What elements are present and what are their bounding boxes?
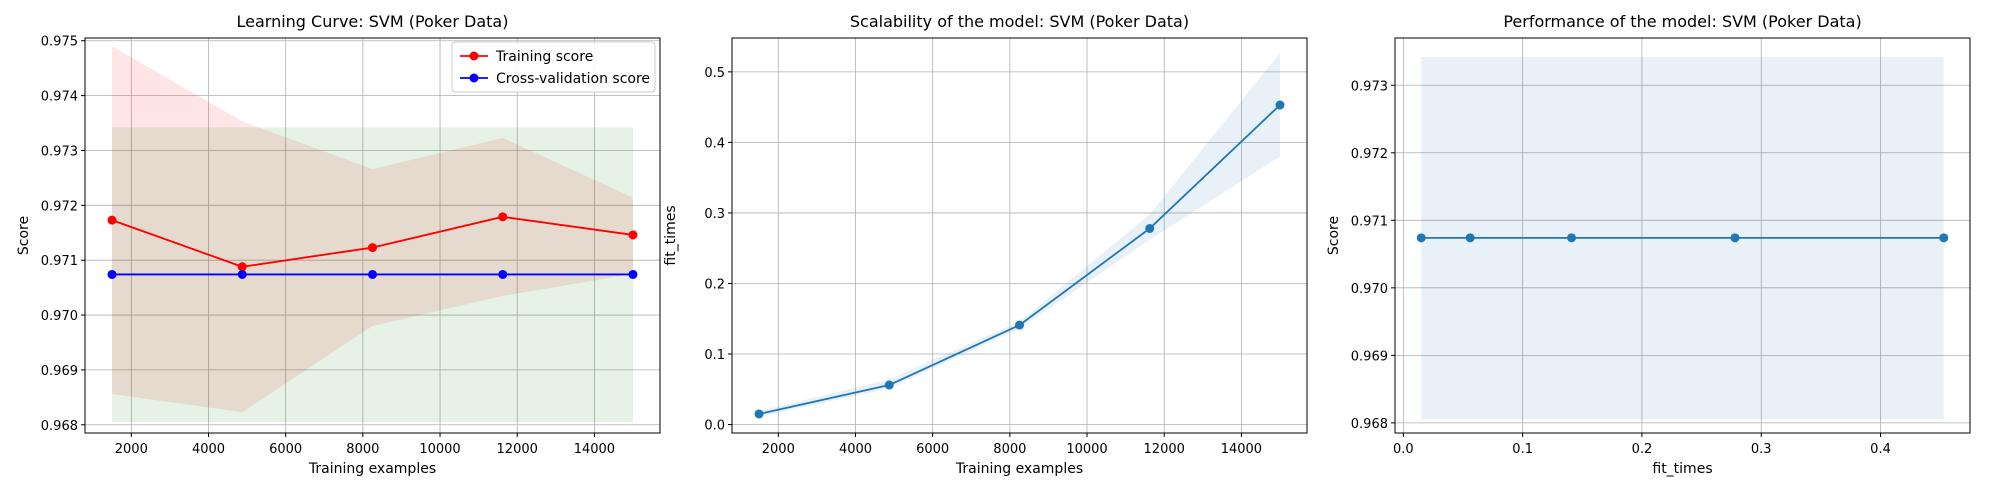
y-tick-label: 0.4 — [704, 136, 725, 151]
x-tick-label: 14000 — [1221, 442, 1262, 457]
legend-marker-0 — [469, 51, 479, 61]
x-tick-label: 2000 — [115, 442, 148, 457]
y-tick-label: 0.974 — [41, 90, 78, 105]
data-point — [1567, 233, 1577, 243]
data-point — [498, 212, 508, 222]
legend-box — [451, 41, 656, 93]
data-point — [237, 262, 247, 272]
data-point — [1275, 100, 1285, 110]
y-tick-label: 0.970 — [1351, 282, 1388, 297]
confidence-band-0 — [112, 46, 633, 413]
axes-frame — [731, 37, 1308, 434]
grid — [85, 38, 660, 433]
data-point — [368, 269, 377, 279]
grid — [1395, 38, 1970, 433]
scalability-chart: 2000 4000 6000 8000 10000 12000 14000 0.0 0.1 0.2… — [663, 12, 1308, 477]
y-tick-label: 0.972 — [1351, 147, 1388, 162]
data-point — [1015, 320, 1024, 330]
y-tick-label: 0.968 — [1351, 417, 1388, 432]
x-axis-label: Training examples — [955, 461, 1083, 477]
x-ticks: 0.0 0.1 0.2 0.3 0.4 — [1393, 433, 1891, 457]
x-tick-label: 12000 — [497, 442, 538, 457]
data-point — [628, 269, 638, 279]
data-point — [107, 215, 117, 225]
x-tick-label: 2000 — [762, 442, 795, 457]
x-tick-label: 6000 — [916, 442, 949, 457]
data-point — [368, 243, 377, 253]
x-ticks: 2000 4000 6000 8000 10000 12000 14000 — [762, 433, 1262, 457]
confidence-band-0 — [759, 52, 1280, 417]
data-point — [107, 269, 117, 279]
y-tick-label: 0.968 — [41, 419, 78, 434]
legend-label-1: Cross-validation score — [496, 71, 650, 87]
y-tick-label: 0.973 — [1351, 79, 1388, 94]
x-tick-label: 8000 — [993, 442, 1026, 457]
x-tick-label: 14000 — [574, 442, 615, 457]
data-point — [237, 269, 247, 279]
x-tick-label: 8000 — [346, 442, 379, 457]
data-point — [628, 230, 638, 240]
chart-title: Learning Curve: SVM (Poker Data) — [237, 12, 509, 31]
y-axis-label: fit_times — [663, 205, 679, 265]
data-point — [498, 269, 508, 279]
data-point — [754, 409, 764, 419]
y-ticks: 0.968 0.969 0.970 0.971 0.972 0.973 — [1351, 79, 1395, 432]
axes-frame — [1394, 37, 1971, 434]
data-point — [1145, 223, 1155, 233]
y-tick-label: 0.970 — [41, 309, 78, 324]
x-tick-label: 10000 — [419, 442, 460, 457]
y-ticks: 0.0 0.1 0.2 0.3 0.4 0.5 — [704, 66, 732, 434]
data-point — [1730, 233, 1740, 243]
x-ticks: 2000 4000 6000 8000 10000 12000 14000 — [115, 433, 615, 457]
x-tick-label: 0.3 — [1751, 442, 1772, 457]
y-tick-label: 0.969 — [41, 364, 78, 379]
legend-marker-1 — [469, 73, 479, 83]
x-tick-label: 0.0 — [1393, 442, 1414, 457]
y-tick-label: 0.971 — [1351, 214, 1388, 229]
data-point — [1939, 233, 1949, 243]
data-point — [884, 380, 894, 390]
y-axis-label: Score — [1326, 216, 1342, 255]
axes-frame — [84, 37, 661, 434]
y-axis-label: Score — [16, 216, 32, 255]
y-tick-label: 0.1 — [704, 348, 725, 363]
x-axis-label: Training examples — [308, 461, 436, 477]
legend-label-0: Training score — [495, 49, 593, 65]
data-point — [1465, 233, 1475, 243]
y-tick-label: 0.2 — [704, 277, 725, 292]
chart-title: Performance of the model: SVM (Poker Dat… — [1503, 12, 1861, 31]
data-point — [1416, 233, 1426, 243]
performance-chart: 0.0 0.1 0.2 0.3 0.4 0.968 0.969 0.970 0.971 0.972… — [1326, 12, 1971, 477]
x-tick-label: 12000 — [1144, 442, 1185, 457]
chart-title: Scalability of the model: SVM (Poker Dat… — [850, 12, 1189, 31]
x-tick-label: 4000 — [192, 442, 225, 457]
y-tick-label: 0.0 — [704, 419, 725, 434]
y-tick-label: 0.972 — [41, 199, 78, 214]
y-tick-label: 0.3 — [704, 207, 725, 222]
x-tick-label: 0.4 — [1870, 442, 1891, 457]
y-tick-label: 0.971 — [41, 254, 78, 269]
y-tick-label: 0.5 — [704, 66, 725, 81]
grid — [732, 38, 1307, 433]
learning-curve-chart: 2000 4000 6000 8000 10000 12000 140000.9680.96… — [16, 12, 661, 477]
x-tick-label: 0.2 — [1632, 442, 1653, 457]
y-ticks: 0.968 0.969 0.970 0.971 0.972 0.973 0.974 0.975 — [41, 35, 85, 434]
legend: Training score Cross-validation score — [451, 41, 656, 93]
x-tick-label: 6000 — [269, 442, 302, 457]
y-tick-label: 0.975 — [41, 35, 78, 50]
y-tick-label: 0.973 — [41, 144, 78, 159]
x-tick-label: 0.1 — [1512, 442, 1533, 457]
y-tick-label: 0.969 — [1351, 349, 1388, 364]
x-axis-label: fit_times — [1652, 461, 1712, 477]
x-tick-label: 10000 — [1066, 442, 1107, 457]
x-tick-label: 4000 — [839, 442, 872, 457]
